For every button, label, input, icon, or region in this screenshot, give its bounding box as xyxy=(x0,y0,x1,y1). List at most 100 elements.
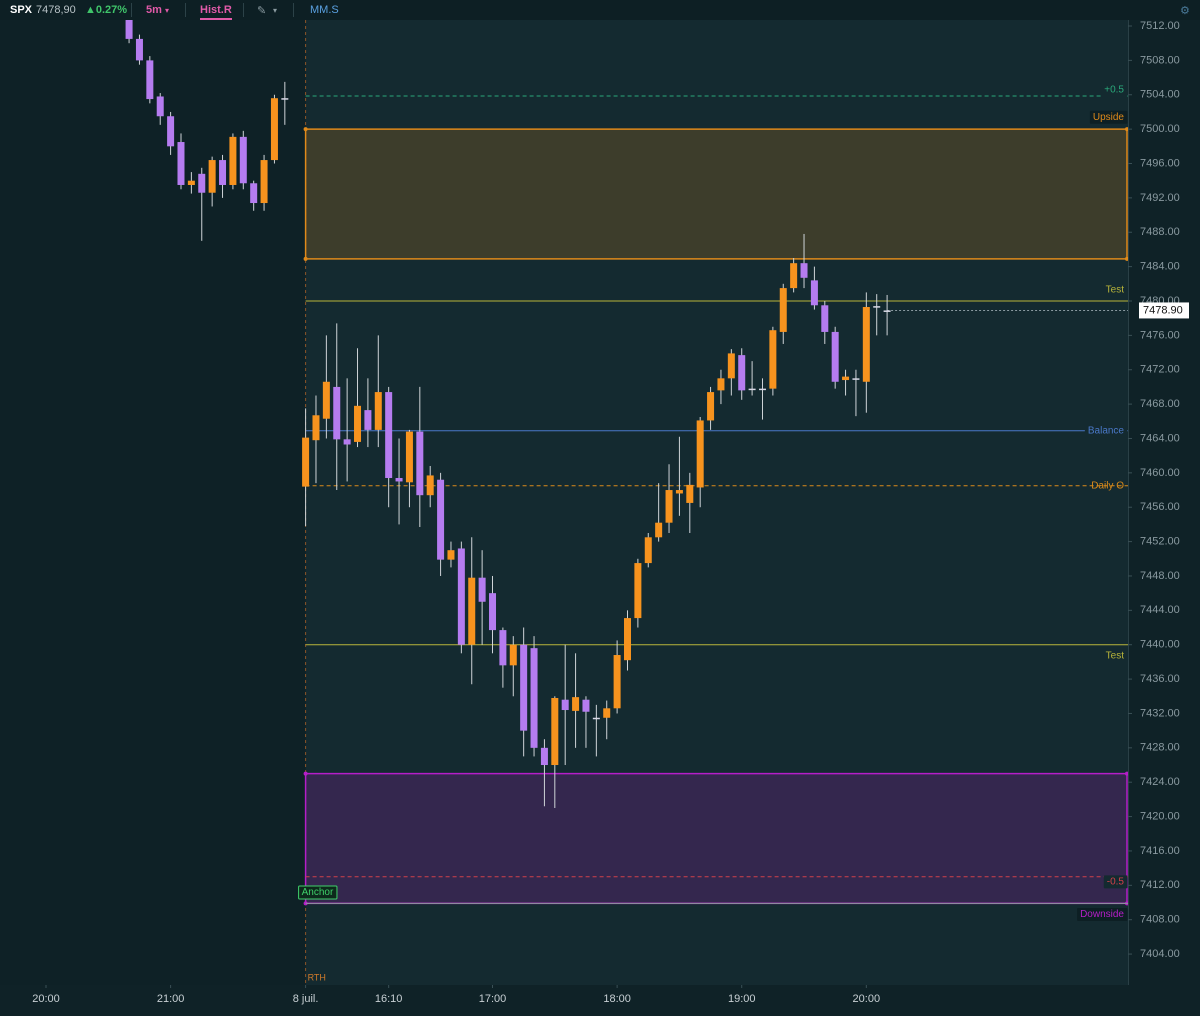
level-label: Anchor xyxy=(302,887,334,898)
dropdown-caret[interactable]: ▾ xyxy=(273,6,278,15)
candle-body xyxy=(374,392,382,430)
pencil-icon[interactable]: ✎ xyxy=(257,5,267,17)
candle-body xyxy=(509,644,517,666)
level-label: Daily O xyxy=(1091,480,1124,491)
separator xyxy=(293,3,294,17)
candle-body xyxy=(489,593,497,631)
candle-body xyxy=(696,420,704,488)
level-label: Test xyxy=(1106,285,1125,296)
level-label: Test xyxy=(1106,650,1125,661)
candle-body xyxy=(748,388,756,391)
y-tick-label: 7492.00 xyxy=(1140,192,1180,204)
candle-body xyxy=(769,330,777,389)
x-tick-label: 20:00 xyxy=(32,993,60,1005)
candle-body xyxy=(125,20,133,39)
x-tick-label: 20:00 xyxy=(853,993,881,1005)
x-tick-label: 18:00 xyxy=(603,993,631,1005)
toolbar: SPX 7478,90 ▲0.27% 5m ▾ Hist.R ✎ ▾ MM.S … xyxy=(0,0,1200,21)
level-label: +0.5 xyxy=(1104,85,1124,96)
candle-body xyxy=(146,60,154,100)
candle-body xyxy=(208,160,216,193)
x-tick-label: 19:00 xyxy=(728,993,756,1005)
candle-body xyxy=(437,479,445,560)
candle-body xyxy=(831,331,839,382)
candle-body xyxy=(260,160,268,204)
overlay: 7404.00 7408.00 7412.00 7416.00 7420.00 7424.… xyxy=(32,20,1189,1005)
zone-label: Upside xyxy=(1093,112,1125,123)
level-label: -0.5 xyxy=(1107,876,1125,887)
last-price-label: 7478.90 xyxy=(1143,304,1183,316)
y-tick-label: 7464.00 xyxy=(1140,432,1180,444)
candle-body xyxy=(343,439,351,445)
y-tick-label: 7404.00 xyxy=(1140,948,1180,960)
dropdown-caret[interactable]: ▾ xyxy=(165,6,170,15)
y-tick-label: 7432.00 xyxy=(1140,707,1180,719)
candle-body xyxy=(675,490,683,494)
indicator-tab[interactable]: Hist.R xyxy=(200,4,232,20)
chart: 7404.00 7408.00 7412.00 7416.00 7420.00 7424.… xyxy=(0,20,1200,1016)
label-box xyxy=(1089,110,1128,124)
zone-handle xyxy=(303,127,308,132)
y-tick-label: 7408.00 xyxy=(1140,914,1180,926)
candle-body xyxy=(239,136,247,184)
y-tick-label: 7460.00 xyxy=(1140,467,1180,479)
plot-area xyxy=(0,20,1128,985)
time-axis-background xyxy=(0,985,1128,1016)
y-tick-label: 7488.00 xyxy=(1140,226,1180,238)
zone-handle xyxy=(1125,256,1128,261)
candle-body xyxy=(333,386,341,440)
candle-body xyxy=(499,630,507,666)
symbol[interactable]: SPX xyxy=(10,4,33,16)
candle-body xyxy=(457,548,465,645)
candle-body xyxy=(707,392,715,421)
label-box xyxy=(1084,424,1128,438)
candle-body xyxy=(281,98,289,100)
change: ▲0.27% xyxy=(85,4,128,16)
label-box xyxy=(1103,875,1128,889)
candle-body xyxy=(322,381,330,419)
label-box xyxy=(1077,908,1128,922)
candle-body xyxy=(551,697,559,766)
candle-body xyxy=(405,431,413,483)
candle-body xyxy=(592,717,600,720)
indicator-tab[interactable]: MM.S xyxy=(310,4,339,16)
candle-body xyxy=(395,478,403,482)
x-tick-label: 16:10 xyxy=(375,993,403,1005)
candle-body xyxy=(821,305,829,332)
candle-body xyxy=(582,699,590,712)
y-tick-label: 7428.00 xyxy=(1140,742,1180,754)
candle-body xyxy=(229,136,237,185)
candle-body xyxy=(758,388,766,391)
y-tick-label: 7476.00 xyxy=(1140,329,1180,341)
candle-body xyxy=(852,378,860,380)
candle-body xyxy=(561,699,569,711)
separator xyxy=(185,3,186,17)
zone xyxy=(304,772,1128,905)
separator xyxy=(243,3,244,17)
candle-body xyxy=(354,405,362,442)
interval[interactable]: 5m xyxy=(146,4,162,16)
y-tick-label: 7444.00 xyxy=(1140,604,1180,616)
candle-body xyxy=(873,306,881,308)
session-label: RTH xyxy=(308,972,326,982)
candle-body xyxy=(530,648,538,748)
y-tick-label: 7440.00 xyxy=(1140,639,1180,651)
last-price-box xyxy=(1139,302,1189,319)
y-tick-label: 7448.00 xyxy=(1140,570,1180,582)
candle-body xyxy=(302,437,310,487)
candle-body xyxy=(135,38,143,61)
y-tick-label: 7436.00 xyxy=(1140,673,1180,685)
candle-body xyxy=(177,142,185,185)
candle-body xyxy=(623,618,631,661)
candle-body xyxy=(842,376,850,381)
candle-body xyxy=(156,96,164,117)
y-tick-label: 7456.00 xyxy=(1140,501,1180,513)
y-tick-label: 7416.00 xyxy=(1140,845,1180,857)
candle-body xyxy=(665,490,673,523)
settings-icon[interactable]: ⚙ xyxy=(1180,5,1190,17)
candle-body xyxy=(603,708,611,718)
y-tick-label: 7496.00 xyxy=(1140,157,1180,169)
zone xyxy=(304,128,1128,260)
zone-label: Downside xyxy=(1080,909,1124,920)
